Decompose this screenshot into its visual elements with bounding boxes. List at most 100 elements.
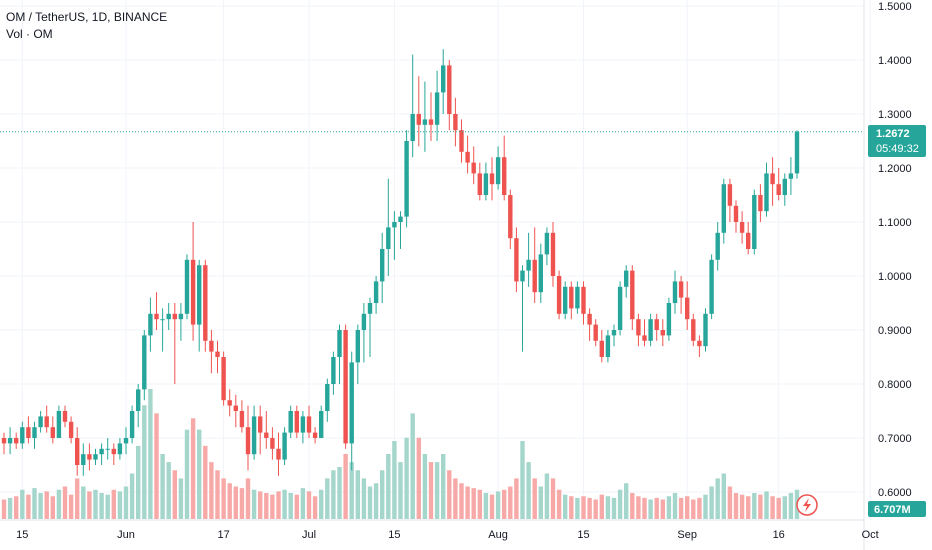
volume-bar bbox=[331, 470, 336, 519]
candle-body bbox=[160, 319, 165, 321]
price-candles bbox=[1, 49, 800, 476]
candle-body bbox=[154, 313, 159, 320]
volume-bar bbox=[752, 493, 757, 519]
volume-bar bbox=[746, 496, 751, 519]
candle-body bbox=[44, 416, 49, 428]
candle-body bbox=[465, 151, 470, 163]
volume-bar bbox=[7, 497, 13, 519]
volume-bar bbox=[117, 491, 123, 519]
volume-bar bbox=[660, 499, 665, 519]
lightning-icon[interactable] bbox=[796, 494, 818, 516]
candle-body bbox=[251, 416, 257, 455]
candle-body bbox=[502, 157, 507, 195]
volume-bar bbox=[739, 494, 745, 519]
candle-body bbox=[312, 432, 318, 438]
candle-body bbox=[489, 173, 495, 185]
y-tick-label: 0.6000 bbox=[878, 487, 912, 499]
candle-body bbox=[428, 119, 434, 125]
candle-body bbox=[453, 114, 458, 131]
candle-body bbox=[416, 114, 421, 125]
volume-bar bbox=[569, 496, 574, 519]
volume-bar bbox=[386, 454, 391, 519]
candle-body bbox=[648, 319, 653, 341]
volume-bar bbox=[532, 478, 537, 519]
y-tick-label: 1.2000 bbox=[878, 163, 912, 175]
volume-bar bbox=[105, 494, 110, 519]
candle-body bbox=[197, 265, 202, 325]
candle-body bbox=[654, 319, 659, 330]
candle-body bbox=[26, 427, 31, 438]
candle-body bbox=[209, 340, 214, 352]
volume-bar bbox=[556, 489, 562, 519]
volume-bar bbox=[14, 496, 19, 519]
candle-body bbox=[1, 438, 7, 444]
candle-body bbox=[532, 259, 537, 293]
candle-body bbox=[270, 438, 275, 449]
candle-body bbox=[14, 438, 19, 444]
volume-bar bbox=[343, 454, 348, 519]
candle-body bbox=[514, 238, 519, 282]
volume-bar bbox=[617, 489, 623, 519]
symbol-title[interactable]: OM / TetherUS, 1D, BINANCE bbox=[6, 10, 168, 24]
volume-bar bbox=[258, 491, 263, 519]
candle-body bbox=[593, 324, 598, 341]
x-tick-label: 15 bbox=[577, 529, 589, 541]
volume-bar bbox=[373, 483, 379, 519]
candle-body bbox=[447, 65, 452, 114]
candle-body bbox=[624, 270, 629, 287]
volume-bar bbox=[654, 497, 659, 519]
candle-body bbox=[550, 232, 556, 276]
candle-body bbox=[599, 340, 604, 357]
volume-bar bbox=[550, 478, 556, 519]
volume-bar bbox=[392, 441, 397, 519]
volume-bar bbox=[99, 493, 104, 519]
volume-bar bbox=[160, 454, 165, 519]
candle-body bbox=[581, 286, 586, 314]
countdown-value: 05:49:32 bbox=[876, 143, 919, 155]
candle-body bbox=[386, 227, 391, 249]
volume-bar bbox=[355, 470, 360, 519]
volume-bar bbox=[648, 499, 653, 519]
volume-bar bbox=[544, 473, 550, 519]
volume-label[interactable]: Vol · OM bbox=[6, 27, 53, 41]
volume-bar bbox=[416, 437, 421, 519]
candle-body bbox=[556, 276, 562, 314]
volume-bar bbox=[1, 499, 7, 519]
volume-bar bbox=[642, 497, 647, 519]
volume-bar bbox=[129, 473, 135, 519]
volume-bar bbox=[489, 494, 495, 519]
volume-bar bbox=[123, 486, 129, 519]
candle-body bbox=[715, 232, 720, 260]
candle-body bbox=[294, 411, 299, 433]
candle-body bbox=[87, 454, 92, 460]
candle-body bbox=[392, 222, 397, 228]
chart-legend: OM / TetherUS, 1D, BINANCE Vol · OM bbox=[6, 9, 167, 43]
candle-body bbox=[190, 259, 196, 325]
volume-bar bbox=[38, 493, 43, 519]
candle-body bbox=[20, 427, 25, 444]
candle-body bbox=[794, 131, 800, 174]
volume-bar bbox=[776, 497, 781, 519]
candle-body bbox=[343, 330, 348, 444]
volume-bar bbox=[733, 493, 739, 519]
y-tick-label: 1.4000 bbox=[878, 55, 912, 67]
candle-body bbox=[441, 65, 446, 93]
volume-bar bbox=[526, 462, 531, 519]
candle-body bbox=[776, 184, 781, 195]
volume-bar bbox=[172, 470, 177, 519]
candle-body bbox=[746, 232, 751, 249]
y-tick-label: 1.0000 bbox=[878, 271, 912, 283]
volume-bar bbox=[270, 494, 275, 519]
last-volume-value: 6.707M bbox=[874, 504, 911, 516]
volume-bar bbox=[709, 486, 714, 519]
volume-bar bbox=[611, 497, 617, 519]
candle-body bbox=[672, 281, 678, 303]
candle-body bbox=[611, 330, 617, 336]
volume-bar bbox=[294, 494, 299, 519]
candle-body bbox=[203, 265, 208, 341]
candle-body bbox=[38, 416, 43, 428]
candle-body bbox=[563, 286, 568, 314]
candle-body bbox=[325, 384, 330, 411]
volume-bar bbox=[20, 489, 25, 519]
